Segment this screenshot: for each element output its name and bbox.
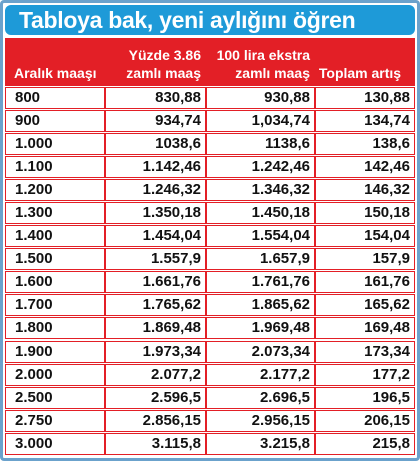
cell-raised-salary: 1.557,9 — [106, 249, 205, 270]
cell-total-increase: 130,88 — [316, 88, 414, 108]
cell-raised-salary: 1.973,34 — [106, 341, 205, 362]
cell-raised-salary: 1.454,04 — [106, 226, 205, 247]
table-row: 1.100 1.142,46 1.242,46 142,46 — [5, 156, 415, 179]
cell-extra-salary: 1.865,62 — [207, 295, 314, 316]
cell-total-increase: 169,48 — [316, 318, 414, 339]
cell-salary: 900 — [6, 111, 104, 132]
table-body: 800 830,88 930,88 130,88 900 934,74 1,034,74 13… — [5, 87, 415, 456]
cell-total-increase: 150,18 — [316, 203, 414, 224]
table-row: 2.500 2.596,5 2.696,5 196,5 — [5, 386, 415, 409]
cell-extra-salary: 3.215,8 — [207, 433, 314, 454]
cell-total-increase: 173,34 — [316, 341, 414, 362]
cell-total-increase: 161,76 — [316, 272, 414, 293]
cell-total-increase: 154,04 — [316, 226, 414, 247]
table-row: 1.800 1.869,48 1.969,48 169,48 — [5, 317, 415, 340]
cell-total-increase: 215,8 — [316, 433, 414, 454]
cell-raised-salary: 1.661,76 — [106, 272, 205, 293]
table-row: 2.000 2.077,2 2.177,2 177,2 — [5, 363, 415, 386]
table-row: 900 934,74 1,034,74 134,74 — [5, 110, 415, 133]
cell-extra-salary: 1.450,18 — [207, 203, 314, 224]
table-row: 2.750 2.856,15 2.956,15 206,15 — [5, 409, 415, 432]
cell-extra-salary: 1138,6 — [207, 134, 314, 155]
table-row: 1.500 1.557,9 1.657,9 157,9 — [5, 248, 415, 271]
cell-salary: 1.900 — [6, 341, 104, 362]
cell-salary: 3.000 — [6, 433, 104, 454]
cell-raised-salary: 1.765,62 — [106, 295, 205, 316]
cell-total-increase: 138,6 — [316, 134, 414, 155]
cell-salary: 1.200 — [6, 180, 104, 201]
cell-salary: 800 — [6, 88, 104, 108]
table-header: Aralık maaşı Yüzde 3.86 zamlı maaş 100 l… — [5, 38, 415, 86]
table-row: 1.400 1.454,04 1.554,04 154,04 — [5, 225, 415, 248]
cell-extra-salary: 1.242,46 — [207, 157, 314, 178]
cell-raised-salary: 3.115,8 — [106, 433, 205, 454]
table-title: Tabloya bak, yeni aylığını öğren — [5, 5, 415, 35]
cell-raised-salary: 2.077,2 — [106, 364, 205, 385]
cell-salary: 1.000 — [6, 134, 104, 155]
header-total-increase-label: Toplam artış — [318, 65, 402, 81]
table-row: 1.000 1038,6 1138,6 138,6 — [5, 133, 415, 156]
cell-raised-salary: 2.856,15 — [106, 410, 205, 431]
table-row: 1.300 1.350,18 1.450,18 150,18 — [5, 202, 415, 225]
cell-total-increase: 177,2 — [316, 364, 414, 385]
header-total-increase: Toplam artış — [310, 64, 410, 82]
cell-extra-salary: 1.761,76 — [207, 272, 314, 293]
cell-raised-salary: 1.350,18 — [106, 203, 205, 224]
cell-salary: 1.700 — [6, 295, 104, 316]
cell-extra-salary: 1,034,74 — [207, 111, 314, 132]
table-row: 800 830,88 930,88 130,88 — [5, 87, 415, 109]
cell-salary: 1.500 — [6, 249, 104, 270]
cell-salary: 1.400 — [6, 226, 104, 247]
header-raised-salary-line1: Yüzde 3.86 — [128, 47, 201, 63]
cell-salary: 1.300 — [6, 203, 104, 224]
table-row: 3.000 3.115,8 3.215,8 215,8 — [5, 432, 415, 455]
cell-raised-salary: 1.142,46 — [106, 157, 205, 178]
cell-salary: 2.750 — [6, 410, 104, 431]
header-salary-label: Aralık maaşı — [14, 65, 97, 81]
cell-raised-salary: 830,88 — [106, 88, 205, 108]
cell-extra-salary: 2.073,34 — [207, 341, 314, 362]
cell-extra-salary: 2.956,15 — [207, 410, 314, 431]
cell-total-increase: 142,46 — [316, 157, 414, 178]
cell-raised-salary: 1.869,48 — [106, 318, 205, 339]
header-extra-salary-line1: 100 lira ekstra — [216, 47, 310, 63]
cell-total-increase: 165,62 — [316, 295, 414, 316]
cell-extra-salary: 1.657,9 — [207, 249, 314, 270]
cell-extra-salary: 1.346,32 — [207, 180, 314, 201]
cell-raised-salary: 934,74 — [106, 111, 205, 132]
table-row: 1.900 1.973,34 2.073,34 173,34 — [5, 340, 415, 363]
cell-raised-salary: 2.596,5 — [106, 387, 205, 408]
header-extra-salary-line2: zamlı maaş — [235, 65, 310, 81]
cell-salary: 2.000 — [6, 364, 104, 385]
cell-extra-salary: 2.696,5 — [207, 387, 314, 408]
table-row: 1.200 1.246,32 1.346,32 146,32 — [5, 179, 415, 202]
cell-raised-salary: 1038,6 — [106, 134, 205, 155]
cell-salary: 2.500 — [6, 387, 104, 408]
cell-total-increase: 157,9 — [316, 249, 414, 270]
cell-extra-salary: 1.969,48 — [207, 318, 314, 339]
cell-total-increase: 134,74 — [316, 111, 414, 132]
cell-extra-salary: 1.554,04 — [207, 226, 314, 247]
cell-total-increase: 146,32 — [316, 180, 414, 201]
cell-salary: 1.600 — [6, 272, 104, 293]
cell-salary: 1.800 — [6, 318, 104, 339]
table-row: 1.700 1.765,62 1.865,62 165,62 — [5, 294, 415, 317]
cell-total-increase: 196,5 — [316, 387, 414, 408]
header-raised-salary: Yüzde 3.86 zamlı maaş — [115, 46, 201, 82]
cell-extra-salary: 930,88 — [207, 88, 314, 108]
table-row: 1.600 1.661,76 1.761,76 161,76 — [5, 271, 415, 294]
header-raised-salary-line2: zamlı maaş — [126, 65, 201, 81]
cell-salary: 1.100 — [6, 157, 104, 178]
header-extra-salary: 100 lira ekstra zamlı maaş — [205, 46, 310, 82]
cell-extra-salary: 2.177,2 — [207, 364, 314, 385]
cell-raised-salary: 1.246,32 — [106, 180, 205, 201]
header-salary: Aralık maaşı — [14, 64, 97, 82]
cell-total-increase: 206,15 — [316, 410, 414, 431]
